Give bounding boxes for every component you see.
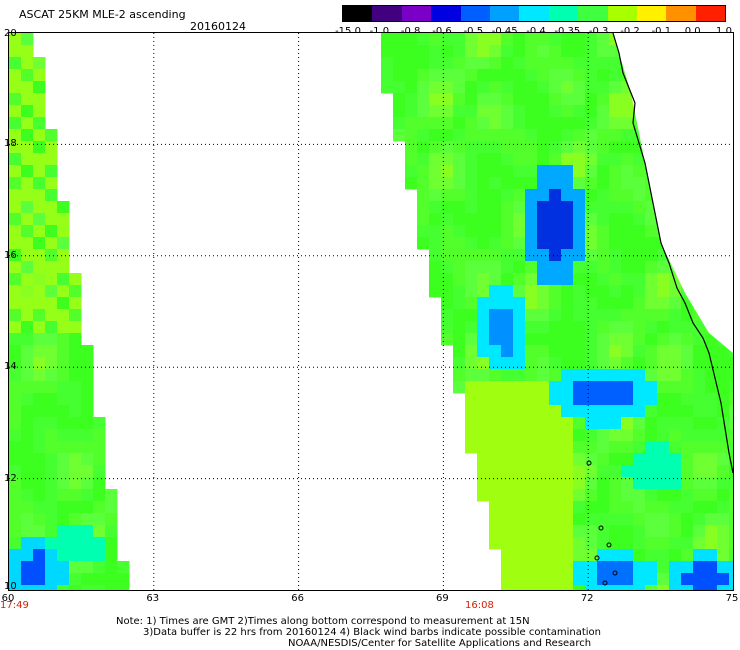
island-outline	[612, 570, 618, 576]
coastline-path	[612, 33, 733, 474]
pass-time-label-right: 16:08	[465, 600, 494, 611]
longitude-tick-label: 75	[725, 593, 739, 604]
coastline	[586, 33, 733, 586]
latitude-tick-label: 14	[4, 361, 17, 373]
longitude-tick-label: 63	[146, 593, 160, 604]
longitude-tick-label: 60	[1, 593, 15, 604]
graticule	[9, 33, 733, 590]
island-outline	[606, 542, 612, 548]
colorbar-tick-label: -0.5	[464, 26, 484, 37]
colorbar-swatch	[519, 6, 549, 21]
map-plot-area	[8, 32, 734, 591]
longitude-tick-label: 72	[580, 593, 594, 604]
colorbar-tick-label: 0.0	[685, 26, 701, 37]
latitude-tick-label: 20	[4, 28, 17, 39]
colorbar-swatch	[401, 6, 432, 21]
map-date: 20160124	[190, 20, 246, 33]
colorbar-tick-label: -1.0	[370, 26, 390, 37]
island-outline	[586, 460, 592, 466]
colorbar-swatch	[607, 6, 637, 21]
island-outline	[598, 525, 604, 531]
colorbar-swatch	[695, 6, 726, 21]
note-line-2: 3)Data buffer is 22 hrs from 20160124 4)…	[143, 627, 601, 638]
colorbar-tick-label: -0.8	[401, 26, 421, 37]
colorbar-swatch	[548, 6, 579, 21]
note-line-3: NOAA/NESDIS/Center for Satellite Applica…	[288, 638, 592, 649]
colorbar-tick-label: -0.6	[432, 26, 452, 37]
latitude-tick-label: 16	[4, 249, 17, 261]
latitude-tick-label: 18	[4, 138, 17, 150]
colorbar-swatch	[666, 6, 696, 21]
note-line-1: Note: 1) Times are GMT 2)Times along bot…	[116, 616, 530, 627]
colorbar-tick-label: -0.1	[652, 26, 672, 37]
colorbar-tick-label: 1.0	[716, 26, 732, 37]
colorbar-swatch	[460, 6, 490, 21]
colorbar-swatch	[372, 6, 402, 21]
colorbar-swatch	[343, 6, 373, 21]
colorbar-swatch	[431, 6, 461, 21]
latitude-tick-label: 10	[4, 581, 17, 592]
colorbar-swatch	[489, 6, 520, 21]
colorbar-swatch	[636, 6, 667, 21]
colorbar-tick-label: -15.0	[335, 26, 361, 37]
colorbar-swatch	[578, 6, 608, 21]
colorbar-tick-label: -0.35	[554, 26, 580, 37]
island-outline	[602, 580, 608, 586]
colorbar-tick-label: -0.4	[526, 26, 546, 37]
longitude-tick-label: 69	[436, 593, 449, 604]
colorbar-tick-label: -0.45	[492, 26, 518, 37]
colorbar-tick-label: -0.3	[589, 26, 609, 37]
latitude-tick-label: 12	[4, 472, 17, 484]
island-outline	[594, 555, 600, 561]
map-title: ASCAT 25KM MLE-2 ascending	[19, 8, 186, 21]
map-svg	[9, 33, 733, 590]
longitude-tick-label: 66	[291, 593, 304, 604]
colorbar	[342, 5, 726, 22]
colorbar-tick-label: -0.2	[620, 26, 640, 37]
pass-time-label-left: 17:49	[0, 600, 29, 611]
scatterometer-swaths	[9, 33, 733, 590]
